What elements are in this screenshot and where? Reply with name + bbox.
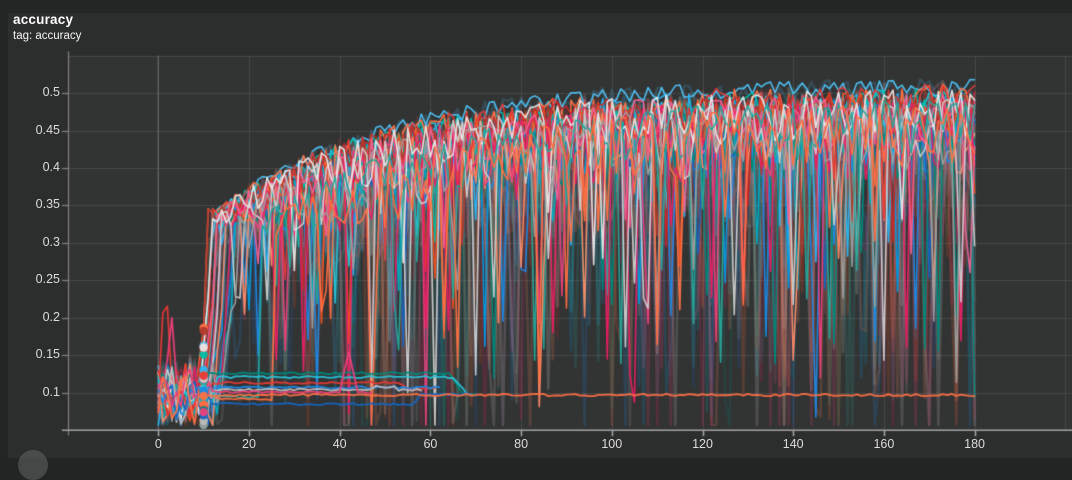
y-tick-label: 0.1 [42, 384, 60, 399]
y-tick-label: 0.2 [42, 309, 60, 324]
x-tick-label: 60 [423, 437, 438, 452]
x-tick-label: 140 [782, 437, 804, 452]
x-tick-label: 160 [873, 437, 895, 452]
x-tick-label: 180 [964, 437, 986, 452]
accuracy-line-chart[interactable] [0, 0, 1072, 458]
y-tick-label: 0.4 [42, 159, 60, 174]
chart-title: accuracy [13, 12, 74, 27]
chart-header: accuracy tag: accuracy [13, 11, 81, 44]
x-tick-label: 120 [692, 437, 713, 452]
x-tick-label: 100 [601, 437, 623, 452]
y-tick-label: 0.45 [35, 122, 60, 137]
x-tick-label: 80 [514, 437, 529, 452]
y-tick-label: 0.5 [42, 85, 60, 100]
card-action-button-partial[interactable] [18, 450, 48, 480]
y-tick-label: 0.35 [35, 197, 60, 212]
x-tick-label: 0 [154, 437, 162, 452]
chart-tag-subtitle: tag: accuracy [13, 30, 82, 42]
y-tick-label: 0.15 [35, 347, 60, 362]
x-tick-label: 40 [332, 437, 347, 452]
y-tick-label: 0.3 [42, 234, 60, 249]
y-tick-label: 0.25 [35, 272, 60, 287]
x-tick-label: 20 [242, 437, 256, 452]
